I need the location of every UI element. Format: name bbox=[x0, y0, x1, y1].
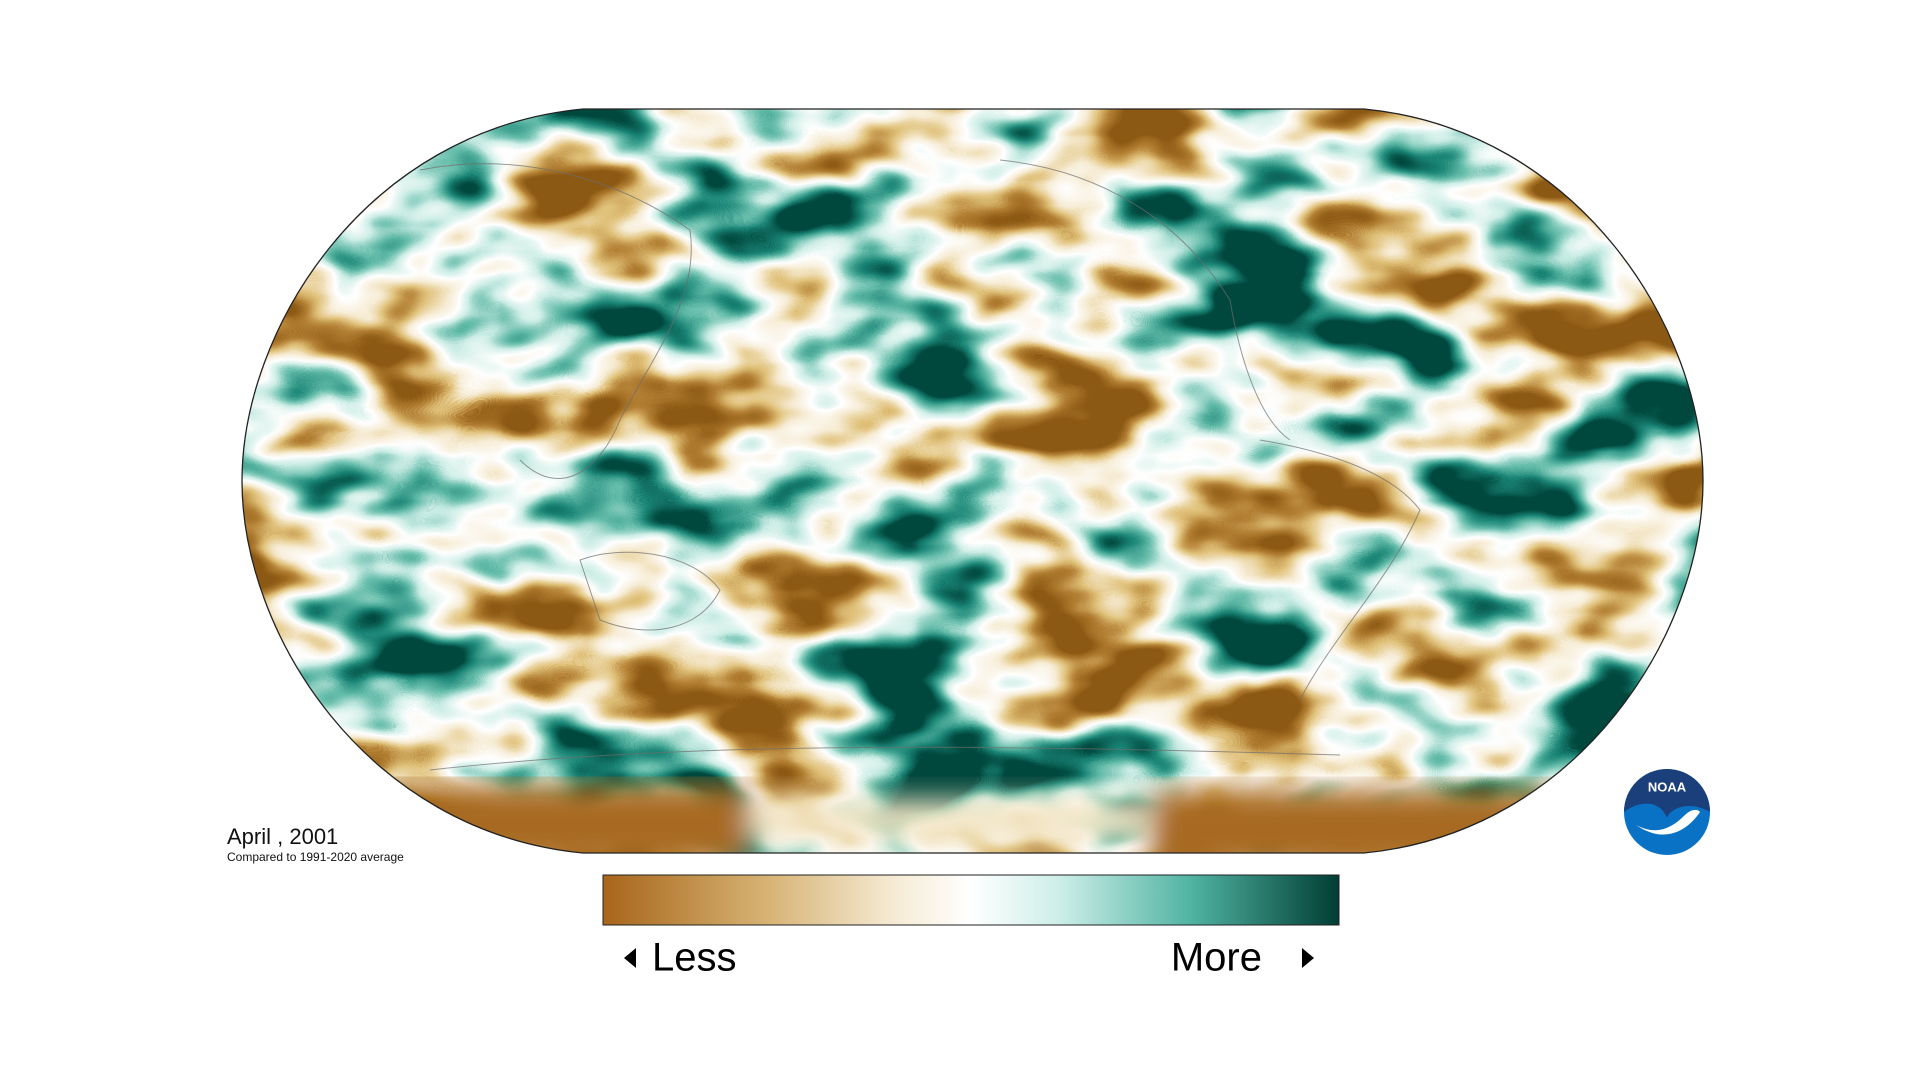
map-border bbox=[241, 108, 1704, 854]
coastlines bbox=[419, 159, 1421, 771]
date-label: April , 2001 bbox=[227, 824, 338, 849]
legend-high-label: More bbox=[1171, 936, 1262, 980]
anomaly-field bbox=[242, 109, 1703, 853]
noaa-logo: NOAA bbox=[1624, 769, 1710, 855]
legend-low-label: Less bbox=[652, 936, 737, 980]
subtitle: Compared to 1991-2020 average bbox=[227, 850, 404, 864]
less-arrow bbox=[624, 948, 636, 968]
color-bar bbox=[602, 874, 1340, 926]
logo-text: NOAA bbox=[1648, 779, 1687, 794]
precipitation-map bbox=[242, 109, 1703, 853]
more-arrow bbox=[1302, 948, 1314, 968]
